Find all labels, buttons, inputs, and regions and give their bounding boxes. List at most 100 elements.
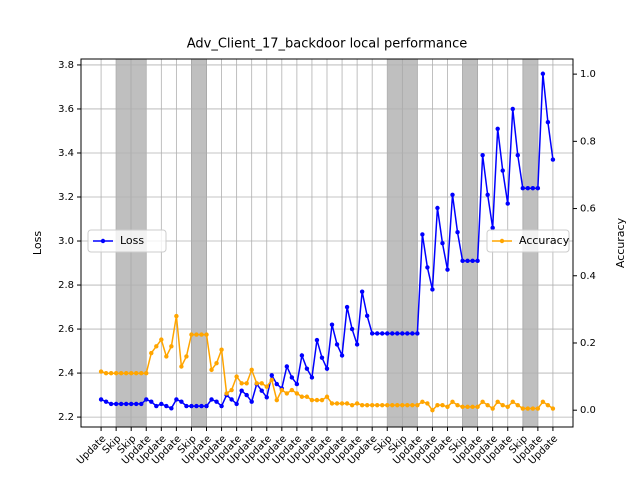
point: [209, 397, 214, 402]
point: [540, 71, 546, 76]
point: [465, 258, 470, 264]
point: [299, 353, 305, 358]
point: [324, 366, 330, 371]
point: [525, 406, 531, 411]
skip-span: [386, 58, 403, 428]
point: [224, 391, 229, 396]
point: [535, 406, 541, 411]
point: [159, 337, 164, 342]
point: [390, 331, 395, 336]
point: [349, 402, 355, 408]
point: [430, 407, 435, 413]
y-tick-label: 2.4: [58, 368, 74, 379]
point: [134, 401, 139, 407]
point: [445, 267, 450, 272]
point: [149, 350, 154, 356]
point: [289, 387, 295, 393]
point: [520, 185, 525, 191]
point: [495, 399, 500, 404]
point: [430, 287, 435, 292]
point: [134, 371, 139, 376]
point: [204, 403, 209, 409]
point: [98, 397, 104, 402]
point: [259, 388, 264, 393]
point: [103, 399, 109, 404]
point: [189, 332, 194, 337]
point: [460, 258, 465, 264]
y-tick-label: 3.2: [58, 192, 74, 203]
point: [108, 371, 114, 376]
point: [435, 205, 440, 211]
point: [500, 168, 505, 173]
y-tick-label: 3.6: [58, 104, 74, 115]
point: [239, 388, 244, 393]
point: [364, 313, 370, 319]
point: [284, 364, 290, 369]
skip-span: [402, 58, 418, 428]
y-tick-label: 3.8: [58, 60, 74, 71]
point: [314, 337, 320, 343]
point: [380, 331, 385, 336]
point: [139, 401, 144, 407]
legend-label: Loss: [120, 234, 144, 247]
point: [209, 367, 214, 373]
point: [475, 258, 480, 264]
point: [309, 375, 315, 380]
point: [440, 241, 445, 246]
point: [304, 366, 310, 371]
skip-span: [462, 58, 478, 428]
point: [450, 192, 455, 197]
point: [179, 399, 184, 404]
point: [269, 377, 274, 383]
y-tick-label: 3.0: [58, 236, 74, 247]
point: [339, 401, 345, 406]
point: [113, 401, 119, 407]
point: [319, 397, 325, 403]
point: [259, 381, 264, 386]
point: [390, 402, 395, 408]
point: [450, 399, 455, 404]
chart-title: Adv_Client_17_backdoor local performance: [187, 37, 468, 52]
point: [480, 399, 485, 404]
point: [189, 403, 194, 409]
point: [375, 331, 380, 336]
point: [264, 395, 269, 400]
point: [214, 360, 219, 366]
y2-axis-label: Accuracy: [614, 217, 627, 268]
point: [194, 403, 199, 409]
point: [269, 373, 274, 378]
point: [410, 402, 415, 408]
plot-frame: [80, 58, 574, 428]
point: [510, 399, 515, 404]
point: [123, 371, 129, 376]
point: [184, 403, 189, 409]
point: [405, 402, 410, 408]
point: [239, 381, 244, 386]
point: [485, 402, 490, 408]
point: [279, 387, 285, 393]
point: [229, 387, 234, 393]
point: [199, 332, 204, 337]
y2-tick-label: 0.8: [580, 136, 596, 147]
point: [515, 402, 520, 408]
point: [169, 344, 174, 349]
point: [344, 401, 350, 406]
point: [455, 402, 460, 408]
point: [530, 406, 536, 411]
point: [475, 404, 480, 410]
point: [505, 404, 510, 410]
legend-box: [87, 229, 167, 253]
point: [354, 342, 360, 347]
point: [535, 185, 541, 191]
point: [359, 402, 365, 408]
point: [369, 402, 375, 408]
point: [470, 404, 475, 410]
point: [334, 342, 340, 347]
legend-marker: [100, 238, 106, 244]
point: [425, 265, 430, 270]
point: [369, 331, 375, 336]
point: [314, 397, 320, 403]
y-tick-label: 3.4: [58, 148, 74, 159]
y2-tick-label: 0.2: [580, 338, 596, 349]
point: [164, 354, 169, 359]
